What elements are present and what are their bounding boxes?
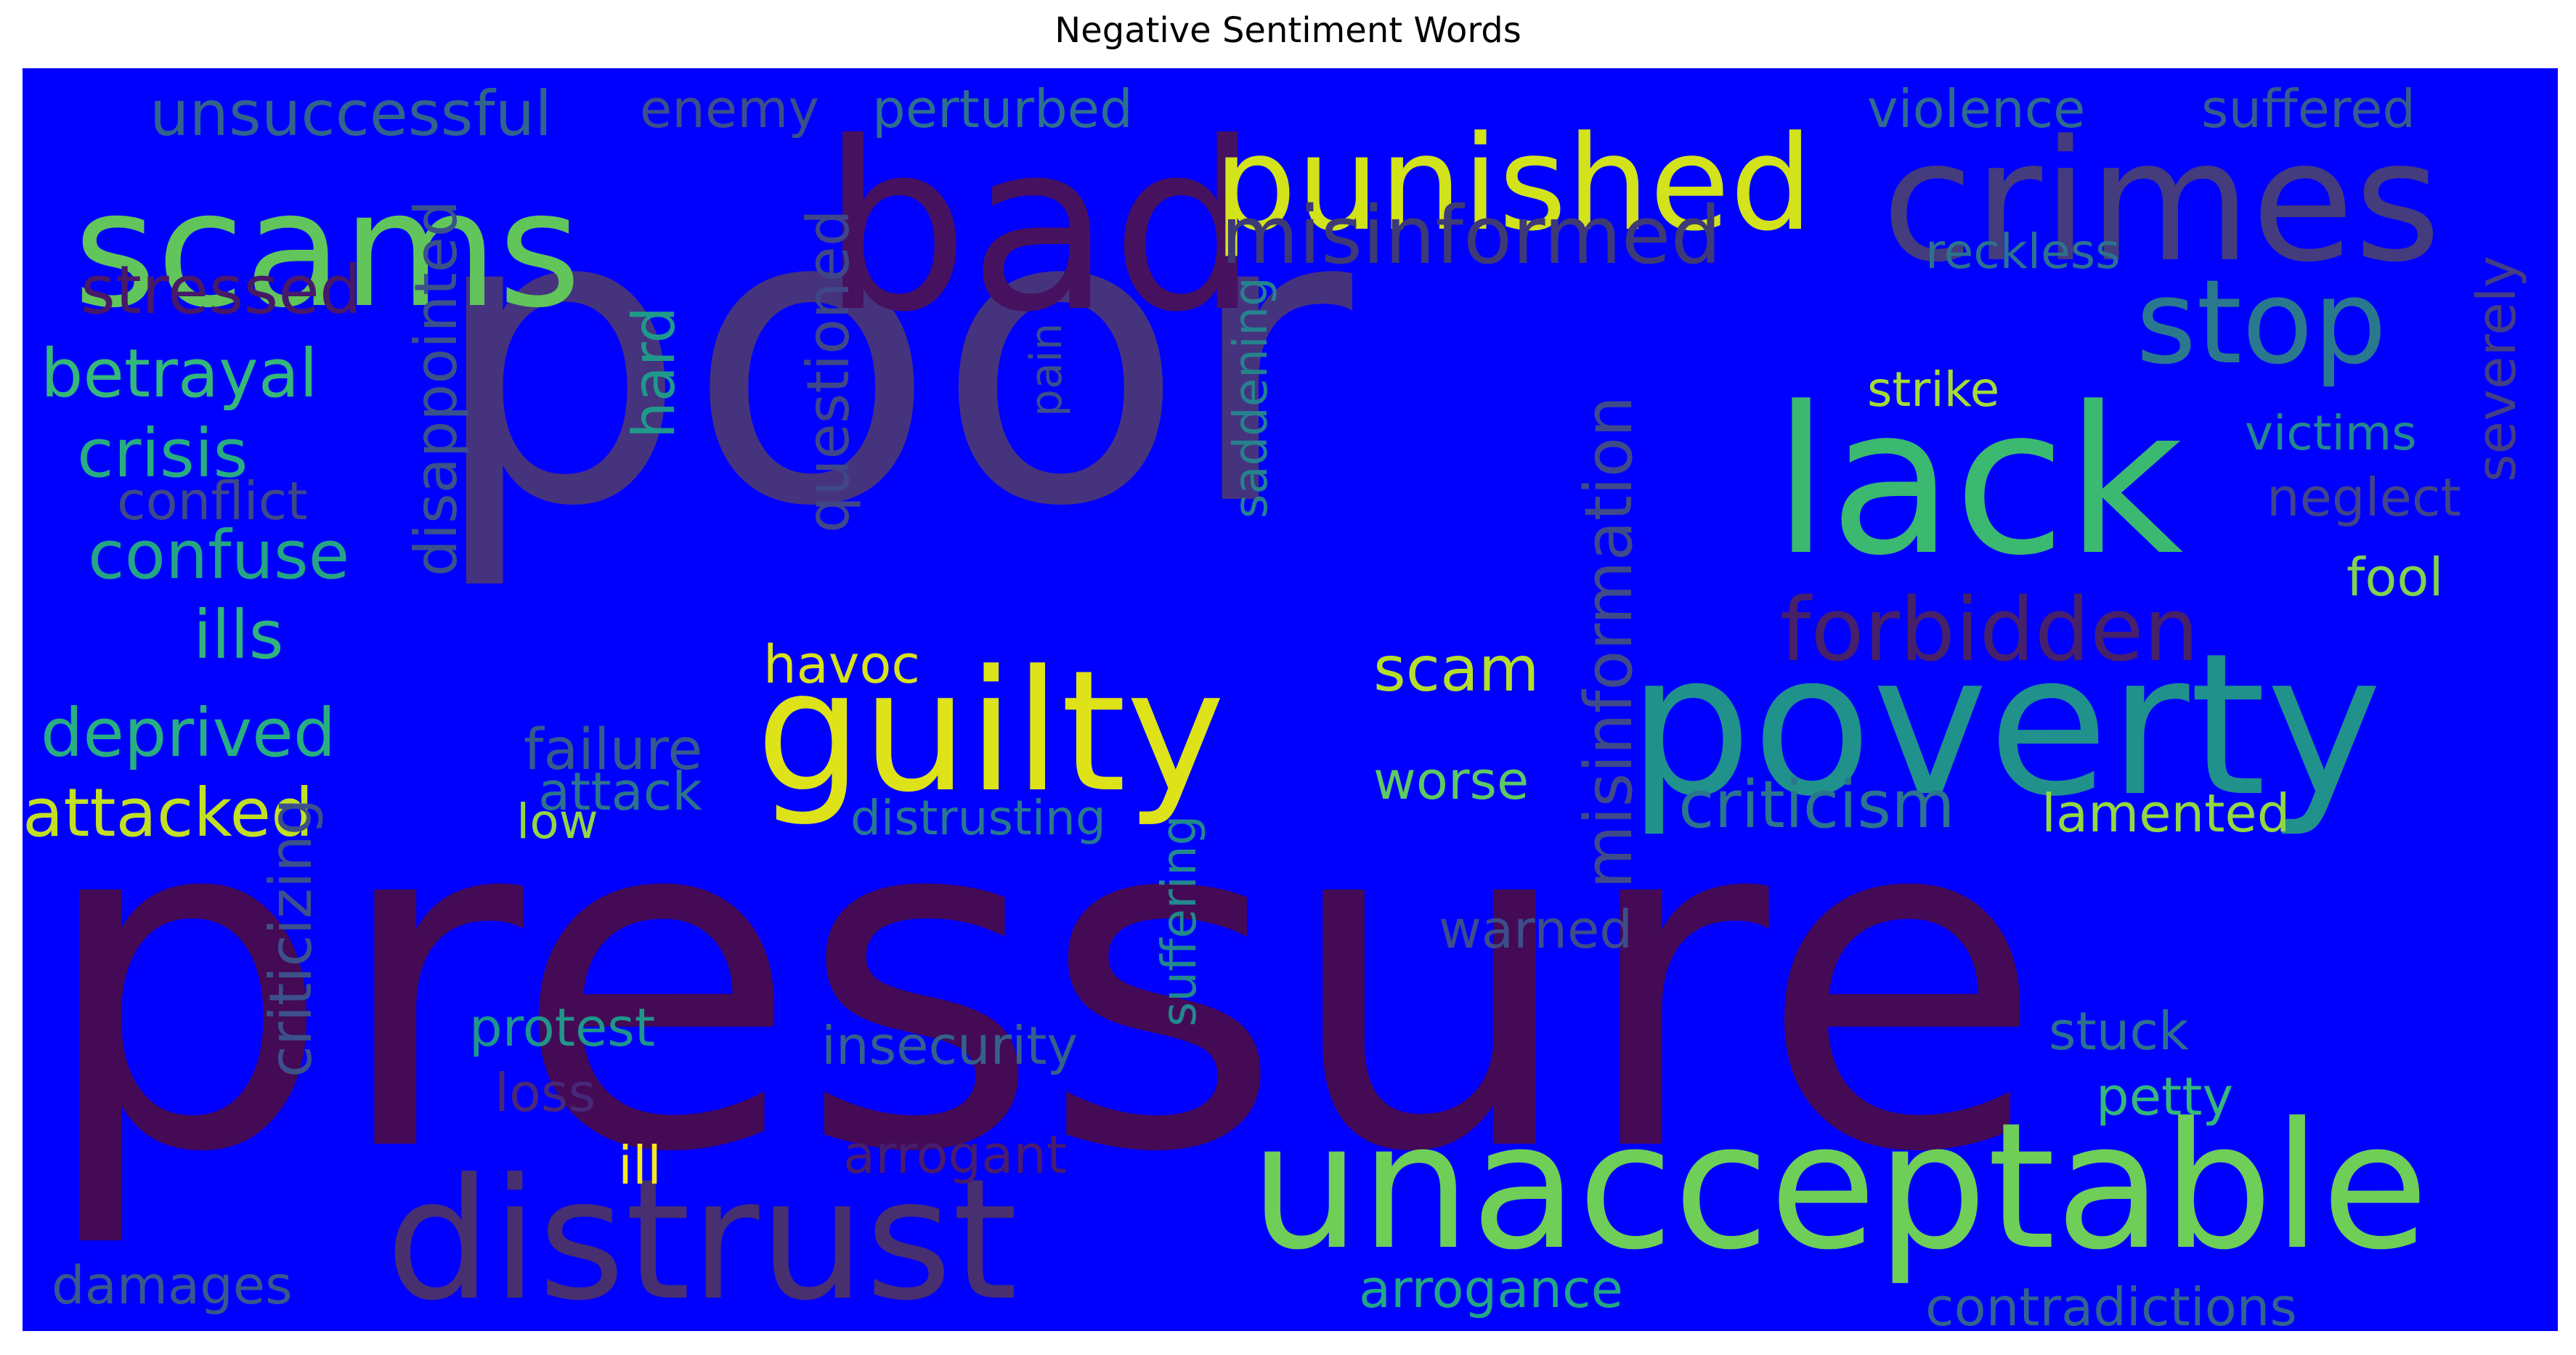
cloud-word-crimes: crimes	[1882, 105, 2442, 299]
cloud-word-worse: worse	[1373, 750, 1529, 811]
cloud-word-unacceptable: unacceptable	[1250, 1085, 2429, 1288]
cloud-word-failure: failure	[524, 717, 703, 783]
cloud-word-disappointed: disappointed	[402, 200, 470, 577]
cloud-word-stressed: stressed	[81, 251, 362, 329]
cloud-word-loss: loss	[495, 1062, 596, 1123]
cloud-word-arrogance: arrogance	[1359, 1258, 1623, 1319]
cloud-word-low: low	[516, 794, 598, 850]
cloud-word-lack: lack	[1773, 364, 2184, 601]
cloud-word-pain: pain	[1021, 322, 1072, 417]
cloud-word-unsuccessful: unsuccessful	[150, 78, 553, 150]
cloud-word-confuse: confuse	[88, 516, 350, 594]
cloud-word-lamented: lamented	[2041, 783, 2291, 844]
cloud-word-severely: severely	[2466, 255, 2528, 482]
cloud-word-attacked: attacked	[23, 774, 314, 852]
cloud-word-punished: punished	[1214, 108, 1813, 260]
cloud-word-neglect: neglect	[2267, 467, 2461, 528]
cloud-word-ills: ills	[193, 596, 284, 674]
cloud-word-strike: strike	[1867, 362, 2000, 418]
cloud-word-saddening: saddening	[1224, 277, 1278, 518]
cloud-word-petty: petty	[2096, 1066, 2234, 1127]
cloud-word-suffered: suffered	[2201, 78, 2416, 139]
cloud-word-insecurity: insecurity	[821, 1015, 1078, 1076]
cloud-word-criticism: criticism	[1678, 767, 1955, 843]
figure-title: Negative Sentiment Words	[1055, 10, 1521, 51]
cloud-word-misinformation: misinformation	[1571, 396, 1647, 889]
cloud-word-stop: stop	[2136, 254, 2387, 390]
cloud-word-victims: victims	[2245, 405, 2417, 461]
cloud-word-havoc: havoc	[763, 634, 920, 695]
cloud-word-hard: hard	[620, 306, 688, 439]
cloud-word-damages: damages	[52, 1255, 293, 1316]
cloud-word-scams: scams	[73, 157, 582, 343]
cloud-word-criticizing: criticizing	[257, 798, 325, 1078]
cloud-word-perturbed: perturbed	[872, 78, 1133, 139]
cloud-word-pressure: pressure	[37, 712, 2045, 1253]
cloud-word-questioned: questioned	[795, 209, 862, 533]
cloud-word-fool: fool	[2347, 547, 2444, 608]
cloud-word-protest: protest	[469, 997, 656, 1058]
word-cloud: pressure poor bad scams crimes punished guilty…	[21, 67, 2559, 1332]
cloud-word-stuck: stuck	[2049, 1001, 2189, 1062]
cloud-word-poverty: poverty	[1628, 611, 2383, 839]
cloud-word-warned: warned	[1439, 899, 1633, 960]
cloud-word-enemy: enemy	[640, 78, 819, 139]
cloud-word-scam: scam	[1373, 633, 1540, 706]
cloud-word-bad: bad	[821, 93, 1259, 363]
cloud-word-violence: violence	[1867, 78, 2086, 139]
cloud-word-misinformed: misinformed	[1221, 189, 1722, 282]
cloud-word-distrusting: distrusting	[850, 790, 1106, 846]
cloud-word-forbidden: forbidden	[1780, 580, 2199, 681]
cloud-word-contradictions: contradictions	[1925, 1277, 2297, 1332]
cloud-word-poor: poor	[429, 122, 1352, 595]
cloud-word-distrust: distrust	[386, 1144, 1018, 1332]
cloud-word-conflict: conflict	[117, 471, 308, 532]
cloud-word-betrayal: betrayal	[41, 335, 318, 412]
cloud-word-arrogant: arrogant	[843, 1124, 1068, 1185]
cloud-word-reckless: reckless	[1925, 224, 2121, 280]
cloud-word-suffering: suffering	[1151, 815, 1207, 1028]
cloud-word-guilty: guilty	[756, 635, 1225, 829]
cloud-word-crisis: crisis	[77, 415, 248, 492]
cloud-word-deprived: deprived	[41, 694, 336, 772]
cloud-word-ill: ill	[618, 1135, 662, 1196]
cloud-word-attack: attack	[538, 761, 702, 822]
